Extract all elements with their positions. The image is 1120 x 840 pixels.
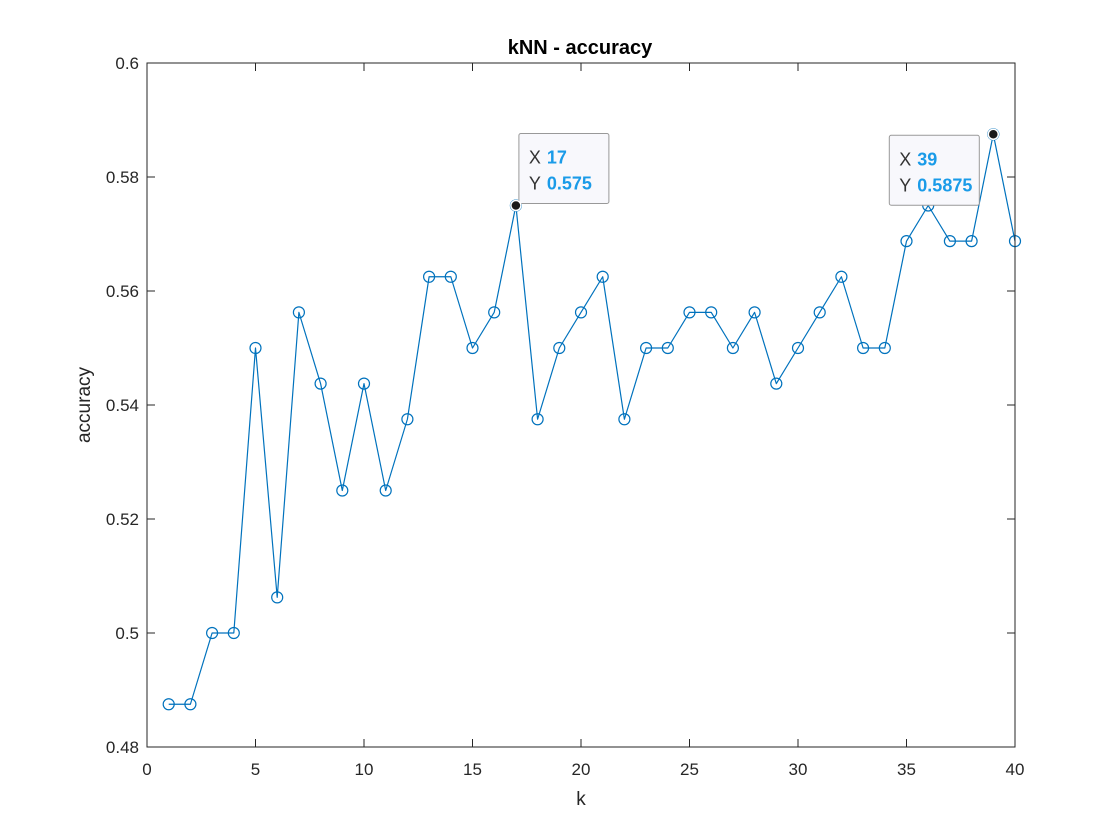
datatip-marker [987, 128, 1000, 140]
x-tick-label-8: 40 [1006, 760, 1025, 779]
series-line [168, 133, 1016, 705]
data-point-k31[interactable] [813, 306, 826, 319]
y-axis-label: accuracy [74, 366, 95, 443]
x-tick-label-1: 5 [251, 760, 260, 779]
datatips[interactable]: X 17 Y 0.575 X 39 Y 0.5875 [510, 128, 1000, 212]
data-markers [162, 128, 1022, 711]
datatip-box [518, 133, 610, 204]
data-point-k37[interactable] [943, 235, 957, 248]
data-point-k16[interactable] [488, 306, 501, 319]
x-tick-label-2: 10 [355, 760, 374, 779]
data-point-k22[interactable] [618, 413, 631, 426]
x-tick-label-7: 35 [897, 760, 916, 779]
datatip-y-value: 0.5875 [917, 175, 972, 195]
data-point-k12[interactable] [401, 413, 414, 426]
y-tick-label-6: 0.6 [115, 54, 139, 73]
data-point-k13[interactable] [423, 270, 436, 283]
data-point-k15[interactable] [466, 341, 479, 355]
data-point-k1[interactable] [162, 698, 175, 711]
data-point-k19[interactable] [553, 341, 566, 355]
datatip-x-key: X [899, 149, 911, 169]
data-point-k30[interactable] [791, 341, 805, 355]
datatip-x-value: 39 [917, 149, 937, 169]
data-point-k18[interactable] [531, 413, 544, 426]
y-tick-label-1: 0.5 [115, 624, 139, 643]
y-tick-labels: 0.48 0.5 0.52 0.54 0.56 0.58 0.6 [106, 54, 139, 757]
data-point-k9[interactable] [336, 484, 349, 497]
data-point-k23[interactable] [639, 341, 653, 355]
data-point-k14[interactable] [444, 270, 457, 283]
data-point-k7[interactable] [292, 306, 305, 319]
y-tick-label-2: 0.52 [106, 510, 139, 529]
data-point-k35[interactable] [900, 235, 913, 248]
data-point-k24[interactable] [661, 341, 674, 355]
y-tick-label-3: 0.54 [106, 396, 139, 415]
axes-box [146, 62, 1016, 748]
data-point-k10[interactable] [357, 377, 371, 390]
data-point-k33[interactable] [856, 341, 870, 355]
series-line-group [168, 133, 1016, 705]
datatip-x-value: 17 [547, 148, 567, 168]
x-tick-label-5: 25 [680, 760, 699, 779]
x-tick-label-4: 20 [572, 760, 591, 779]
data-point-k38[interactable] [965, 235, 978, 248]
data-point-k8[interactable] [314, 377, 327, 390]
datatip-marker [510, 199, 522, 212]
data-point-k26[interactable] [705, 306, 718, 319]
y-tick-label-4: 0.56 [106, 282, 139, 301]
data-point-k28[interactable] [748, 306, 761, 319]
data-point-k20[interactable] [574, 306, 588, 319]
x-tick-labels: 0 5 10 15 20 25 30 35 40 [142, 760, 1024, 779]
data-point-k4[interactable] [227, 626, 240, 640]
data-point-k11[interactable] [379, 484, 392, 497]
data-point-k6[interactable] [271, 591, 284, 604]
x-tick-label-0: 0 [142, 760, 151, 779]
datatip-1[interactable]: X 39 Y 0.5875 [888, 128, 1000, 206]
data-point-k27[interactable] [726, 341, 740, 355]
x-axis-label: k [576, 789, 586, 810]
data-point-k3[interactable] [206, 626, 219, 640]
data-point-k29[interactable] [770, 377, 783, 390]
datatip-x-key: X [529, 148, 541, 168]
data-point-k32[interactable] [835, 270, 848, 283]
datatip-y-key: Y [899, 175, 911, 195]
data-point-k34[interactable] [878, 341, 891, 355]
y-tick-label-5: 0.58 [106, 168, 139, 187]
x-tick-label-3: 15 [463, 760, 482, 779]
datatip-y-value: 0.575 [547, 174, 592, 194]
y-tick-label-0: 0.48 [106, 738, 139, 757]
data-point-k25[interactable] [683, 306, 696, 319]
chart-title: kNN - accuracy [508, 37, 653, 59]
x-tick-label-6: 30 [789, 760, 808, 779]
data-point-k5[interactable] [249, 341, 262, 355]
data-point-k21[interactable] [596, 270, 609, 283]
datatip-box [888, 134, 980, 206]
datatip-y-key: Y [529, 174, 541, 194]
datatip-0[interactable]: X 17 Y 0.575 [510, 133, 610, 212]
data-point-k2[interactable] [184, 698, 197, 711]
